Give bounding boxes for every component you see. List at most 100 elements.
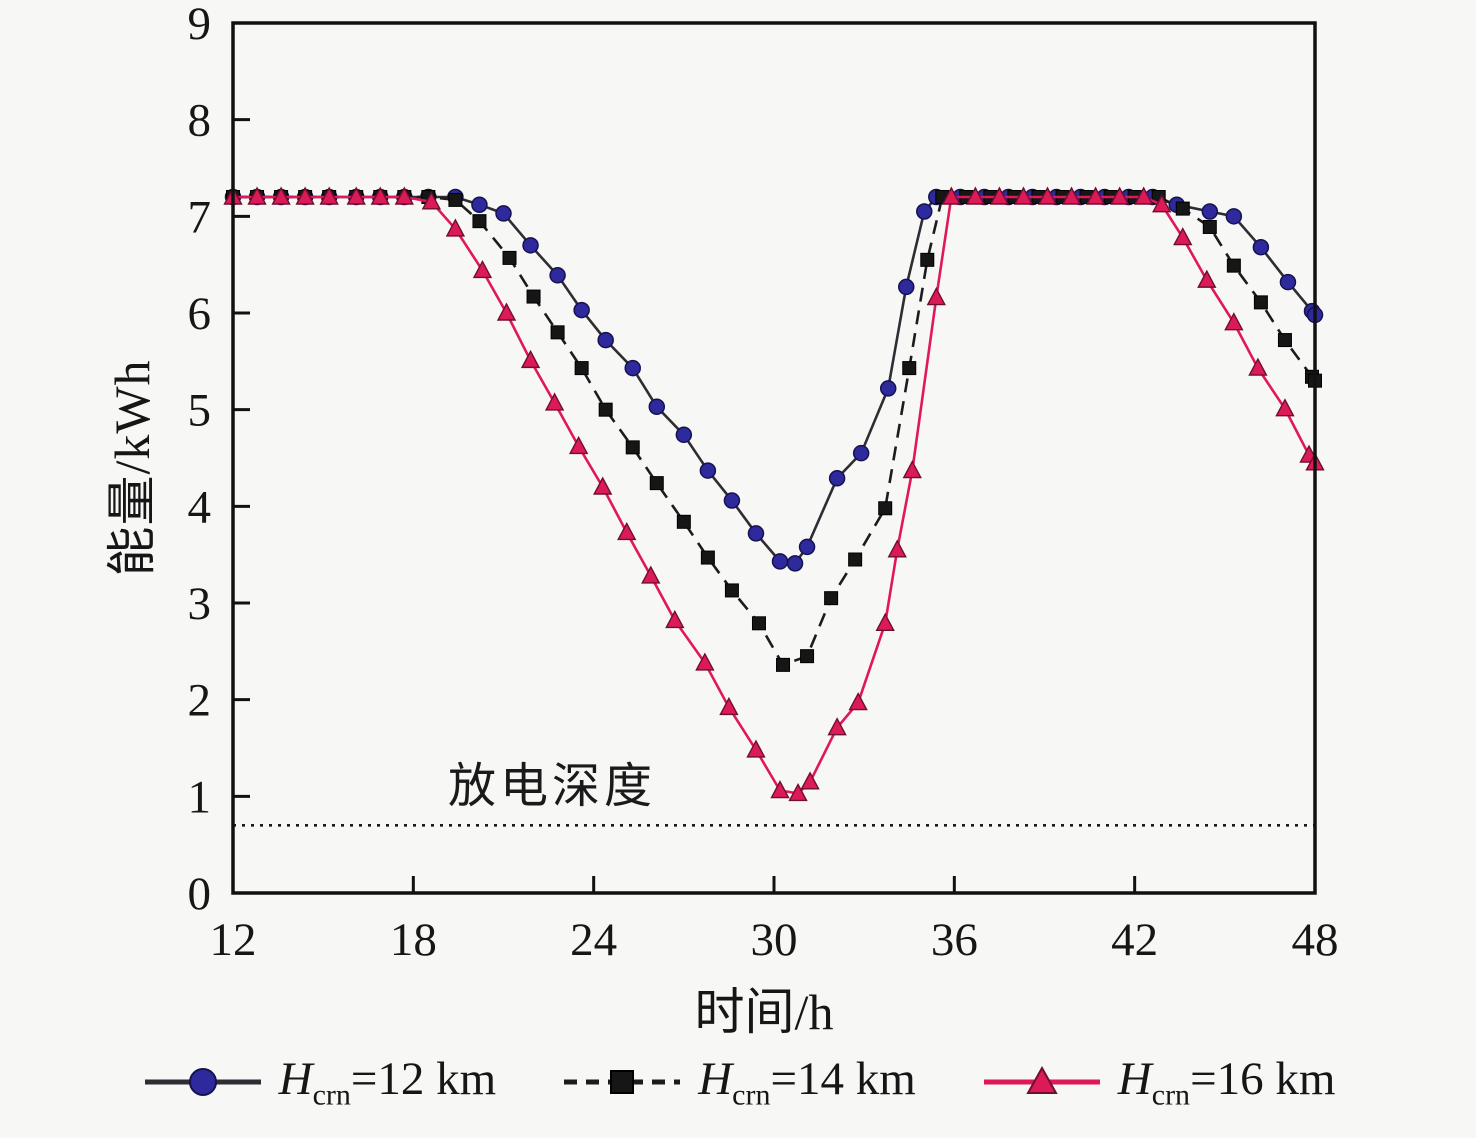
series-12km bbox=[224, 188, 1324, 572]
data-point-marker bbox=[724, 583, 739, 598]
y-tick-label: 2 bbox=[188, 675, 212, 727]
data-point-marker bbox=[824, 591, 839, 606]
y-tick-label: 1 bbox=[188, 771, 212, 823]
legend-swatch-line-circle bbox=[144, 1068, 261, 1097]
data-point-marker bbox=[665, 609, 685, 629]
data-point-marker bbox=[1248, 357, 1268, 376]
y-tick-label: 3 bbox=[188, 578, 212, 630]
data-point-marker bbox=[770, 780, 790, 799]
legend-sub: crn bbox=[732, 1078, 771, 1112]
data-point-marker bbox=[1085, 186, 1106, 205]
data-point-marker bbox=[747, 525, 765, 542]
data-point-marker bbox=[573, 301, 590, 319]
data-point-marker bbox=[1279, 273, 1297, 291]
data-point-marker bbox=[1202, 219, 1217, 234]
data-point-marker bbox=[597, 331, 614, 349]
data-point-marker bbox=[800, 649, 815, 664]
plot-frame bbox=[231, 21, 1317, 895]
data-point-marker bbox=[771, 553, 789, 570]
data-point-marker bbox=[370, 186, 390, 205]
data-point-marker bbox=[495, 205, 512, 222]
data-point-marker bbox=[445, 218, 466, 237]
series-14km bbox=[226, 190, 1322, 672]
data-point-marker bbox=[1109, 186, 1130, 205]
y-tick-label: 6 bbox=[188, 288, 212, 340]
data-point-marker bbox=[448, 192, 463, 207]
data-point-marker bbox=[723, 492, 741, 509]
data-point-marker bbox=[472, 214, 487, 229]
data-point-marker bbox=[676, 514, 691, 529]
legend-swatch-line-triangle bbox=[983, 1066, 1100, 1095]
data-point-marker bbox=[1277, 333, 1292, 348]
data-point-marker bbox=[965, 186, 986, 205]
data-point-marker bbox=[848, 692, 868, 711]
data-point-marker bbox=[319, 186, 339, 205]
data-point-marker bbox=[878, 501, 893, 516]
data-point-marker bbox=[641, 565, 661, 584]
data-point-marker bbox=[502, 250, 517, 265]
data-point-marker bbox=[852, 444, 870, 462]
legend-swatch-line-square bbox=[564, 1070, 681, 1095]
chart-legend: Hcrn=12 km Hcrn=14 km Hcrn=16 km bbox=[0, 1052, 1476, 1112]
legend-sub: crn bbox=[1151, 1078, 1191, 1112]
legend-label-12km: Hcrn=12 km bbox=[279, 1052, 497, 1112]
data-point-marker bbox=[941, 186, 961, 205]
data-point-marker bbox=[520, 349, 541, 369]
data-point-marker bbox=[496, 302, 517, 321]
data-point-marker bbox=[549, 267, 566, 284]
x-tick-label: 42 bbox=[1111, 914, 1158, 966]
data-point-marker bbox=[827, 717, 847, 736]
data-point-marker bbox=[544, 392, 565, 411]
data-point-marker bbox=[800, 771, 820, 790]
data-point-marker bbox=[786, 555, 804, 572]
reference-line-label: 放电深度 bbox=[448, 760, 657, 813]
data-point-marker bbox=[1225, 208, 1243, 225]
x-axis-label: 时间/h bbox=[694, 984, 834, 1040]
x-tick-label: 24 bbox=[570, 914, 617, 966]
y-tick-label: 4 bbox=[188, 481, 212, 533]
data-point-marker bbox=[902, 460, 922, 479]
legend-label-14km: Hcrn=14 km bbox=[698, 1052, 916, 1112]
legend-rest: =14 km bbox=[770, 1053, 916, 1105]
x-tick-label: 12 bbox=[210, 914, 257, 966]
data-point-marker bbox=[798, 538, 816, 556]
data-point-marker bbox=[1061, 186, 1082, 205]
legend-var: H bbox=[278, 1053, 313, 1105]
series-line bbox=[233, 195, 1317, 667]
y-tick-label: 8 bbox=[188, 95, 212, 147]
data-point-marker bbox=[617, 521, 637, 541]
data-point-marker bbox=[699, 462, 717, 479]
data-point-marker bbox=[271, 186, 291, 205]
data-point-marker bbox=[848, 552, 863, 567]
data-point-marker bbox=[751, 616, 766, 631]
data-point-marker bbox=[550, 325, 565, 340]
data-point-marker bbox=[624, 359, 641, 377]
circle-marker-icon bbox=[188, 1068, 217, 1097]
data-point-marker bbox=[926, 287, 946, 306]
data-point-marker bbox=[897, 278, 915, 296]
data-point-marker bbox=[1013, 186, 1034, 205]
data-point-marker bbox=[920, 252, 935, 267]
y-tick-label: 9 bbox=[188, 0, 212, 50]
legend-label-16km: Hcrn=16 km bbox=[1118, 1052, 1336, 1112]
data-point-marker bbox=[522, 237, 539, 254]
data-point-marker bbox=[719, 696, 739, 716]
series-line bbox=[233, 195, 1317, 795]
data-point-marker bbox=[1037, 186, 1058, 205]
data-point-marker bbox=[471, 196, 488, 213]
x-tick-label: 36 bbox=[931, 914, 978, 966]
data-point-marker bbox=[1173, 227, 1193, 246]
data-point-marker bbox=[593, 476, 613, 495]
legend-item-16km: Hcrn=16 km bbox=[980, 1052, 1336, 1112]
data-point-marker bbox=[776, 657, 791, 672]
data-point-marker bbox=[1252, 239, 1270, 256]
data-point-marker bbox=[875, 612, 895, 631]
data-point-marker bbox=[1275, 398, 1295, 417]
data-point-marker bbox=[1226, 258, 1241, 273]
x-axis-ticks: 12 18 24 30 36 42 48 bbox=[210, 876, 1339, 966]
legend-var: H bbox=[698, 1053, 733, 1105]
data-point-marker bbox=[700, 550, 715, 565]
series-line bbox=[233, 195, 1317, 565]
data-point-marker bbox=[1134, 186, 1154, 205]
